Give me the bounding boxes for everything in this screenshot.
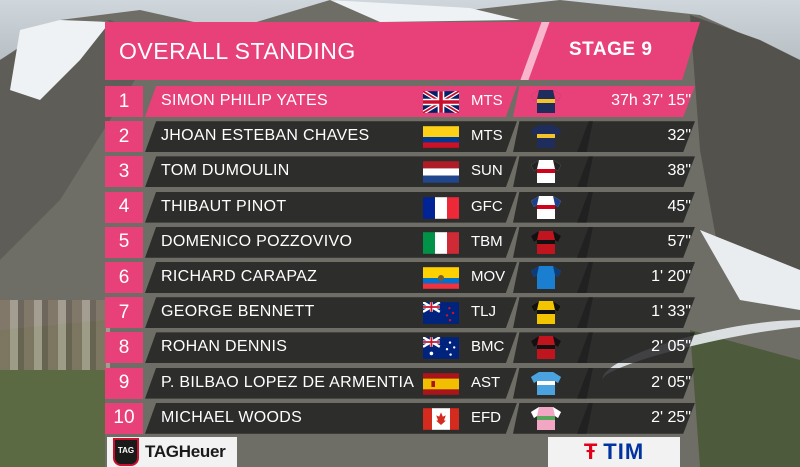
ca-flag <box>423 407 459 430</box>
gap-time: 38" <box>667 162 691 180</box>
team-code: MTS <box>471 92 503 109</box>
standing-row: 10 MICHAEL WOODS EFD 2' 25" <box>105 402 705 434</box>
rank-badge: 1 <box>105 86 143 117</box>
standing-row: 4 THIBAUT PINOT GFC 45" <box>105 191 705 223</box>
time-bar <box>577 367 695 399</box>
rank-badge: 4 <box>105 191 143 223</box>
tagheuer-logo: TAG TAGHeuer <box>107 437 237 467</box>
team-code: TLJ <box>471 303 497 321</box>
rank-badge: 5 <box>105 226 143 258</box>
rider-name: THIBAUT PINOT <box>161 197 287 215</box>
header-divider <box>520 22 550 80</box>
team-code: SUN <box>471 162 503 180</box>
gap-time: 57" <box>667 232 691 250</box>
rank-badge: 3 <box>105 156 143 188</box>
leader-jersey-icon <box>529 89 563 114</box>
gap-time: 2' 25" <box>651 408 691 426</box>
rider-name: DOMENICO POZZOVIVO <box>161 232 353 250</box>
team-code: AST <box>471 373 501 391</box>
standing-row: 7 GEORGE BENNETT TLJ 1' 33" <box>105 297 705 329</box>
time-bar <box>577 86 695 117</box>
gb-flag <box>423 91 459 113</box>
tag-shield-icon: TAG <box>113 438 139 466</box>
ec-flag <box>423 267 459 289</box>
gap-time: 2' 05" <box>651 338 691 356</box>
rider-name: TOM DUMOULIN <box>161 162 290 180</box>
standing-row: 6 RICHARD CARAPAZ MOV 1' 20" <box>105 262 705 293</box>
gfc-jersey-icon <box>529 195 563 220</box>
time-bar <box>577 226 695 258</box>
rank-badge: 9 <box>105 367 143 399</box>
au-flag <box>423 337 459 360</box>
time-bar <box>577 332 695 364</box>
es-flag <box>423 372 459 395</box>
rank-badge: 8 <box>105 332 143 364</box>
rider-name: RICHARD CARAPAZ <box>161 268 318 285</box>
gap-time: 2' 05" <box>651 373 691 391</box>
gap-time: 1' 20" <box>651 268 691 285</box>
nz-flag <box>423 302 459 324</box>
standing-row: 1 SIMON PHILIP YATES MTS 37h 37' 15" <box>105 86 705 117</box>
rider-name: ROHAN DENNIS <box>161 338 288 356</box>
standing-row: 5 DOMENICO POZZOVIVO TBM 57" <box>105 226 705 258</box>
tagheuer-wordmark: TAGHeuer <box>145 442 226 461</box>
rider-name: SIMON PHILIP YATES <box>161 92 328 109</box>
team-code: EFD <box>471 408 501 426</box>
rank-badge: 6 <box>105 262 143 293</box>
time-bar <box>577 121 695 153</box>
time-bar <box>577 156 695 188</box>
rank-badge: 10 <box>105 402 143 434</box>
standings-board: OVERALL STANDING STAGE 9 1 SIMON PHILIP Y… <box>105 22 705 434</box>
mov-jersey-icon <box>529 265 563 290</box>
rank-badge: 7 <box>105 297 143 329</box>
time-bar <box>577 262 695 293</box>
tim-mark-icon: Ŧ <box>583 439 598 464</box>
standing-row: 8 ROHAN DENNIS BMC 2' 05" <box>105 332 705 364</box>
town-buildings <box>0 300 110 370</box>
gap-time: 32" <box>667 127 691 145</box>
gap-time: 37h 37' 15" <box>611 92 691 109</box>
it-flag <box>423 231 459 254</box>
team-code: MTS <box>471 127 503 145</box>
team-code: GFC <box>471 197 503 215</box>
rider-name: MICHAEL WOODS <box>161 408 303 426</box>
rank-badge: 2 <box>105 121 143 153</box>
tim-logo: Ŧ TIM <box>548 437 680 467</box>
standing-row: 3 TOM DUMOULIN SUN 38" <box>105 156 705 188</box>
sun-jersey-icon <box>529 159 563 184</box>
nl-flag <box>423 161 459 184</box>
stage-label: STAGE 9 <box>569 39 653 60</box>
gap-time: 45" <box>667 197 691 215</box>
rider-name: GEORGE BENNETT <box>161 303 315 321</box>
team-code: MOV <box>471 268 506 285</box>
rider-name: JHOAN ESTEBAN CHAVES <box>161 127 370 145</box>
standings-header: OVERALL STANDING STAGE 9 <box>105 22 700 80</box>
bmc-jersey-icon <box>529 335 563 360</box>
rider-name: P. BILBAO LOPEZ DE ARMENTIA <box>161 373 415 391</box>
efd-jersey-icon <box>529 406 563 431</box>
time-bar <box>577 402 695 434</box>
tbm-jersey-icon <box>529 230 563 255</box>
standings-title: OVERALL STANDING <box>119 38 356 64</box>
mts-jersey-icon <box>529 124 563 149</box>
time-bar <box>577 297 695 329</box>
tlj-jersey-icon <box>529 300 563 325</box>
team-code: TBM <box>471 232 503 250</box>
co-flag <box>423 126 459 148</box>
fr-flag <box>423 196 459 219</box>
ast-jersey-icon <box>529 371 563 396</box>
tim-wordmark: TIM <box>603 439 645 464</box>
time-bar <box>577 191 695 223</box>
standing-row: 9 P. BILBAO LOPEZ DE ARMENTIA AST 2' 05" <box>105 367 705 399</box>
team-code: BMC <box>471 338 505 356</box>
standing-row: 2 JHOAN ESTEBAN CHAVES MTS 32" <box>105 121 705 153</box>
gap-time: 1' 33" <box>651 303 691 321</box>
